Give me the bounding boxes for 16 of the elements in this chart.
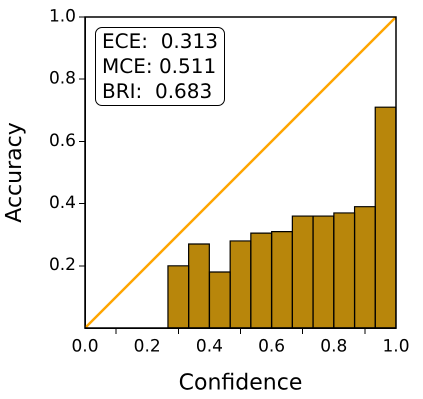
annotation: ECE: 0.313 xyxy=(102,29,218,53)
x-tick-label: 0.4 xyxy=(196,336,223,357)
y-tick-label: 0.6 xyxy=(48,130,76,151)
y-axis-title: Accuracy xyxy=(2,122,27,223)
y-tick-label: 0.8 xyxy=(48,68,76,89)
x-tick-label: 0.0 xyxy=(71,336,99,357)
y-tick-label: 1.0 xyxy=(48,6,76,26)
annotation: BRI: 0.683 xyxy=(102,79,212,103)
y-tick-label: 0.2 xyxy=(48,255,76,276)
x-tick-label: 0.8 xyxy=(320,336,348,357)
y-tick-label: 0.4 xyxy=(48,193,76,214)
x-tick-label: 0.6 xyxy=(258,336,286,357)
x-axis-title: Confidence xyxy=(178,370,302,396)
x-tick-label: 1.0 xyxy=(382,336,410,357)
annotation: MCE: 0.511 xyxy=(102,54,216,78)
x-tick-label: 0.2 xyxy=(134,336,161,357)
